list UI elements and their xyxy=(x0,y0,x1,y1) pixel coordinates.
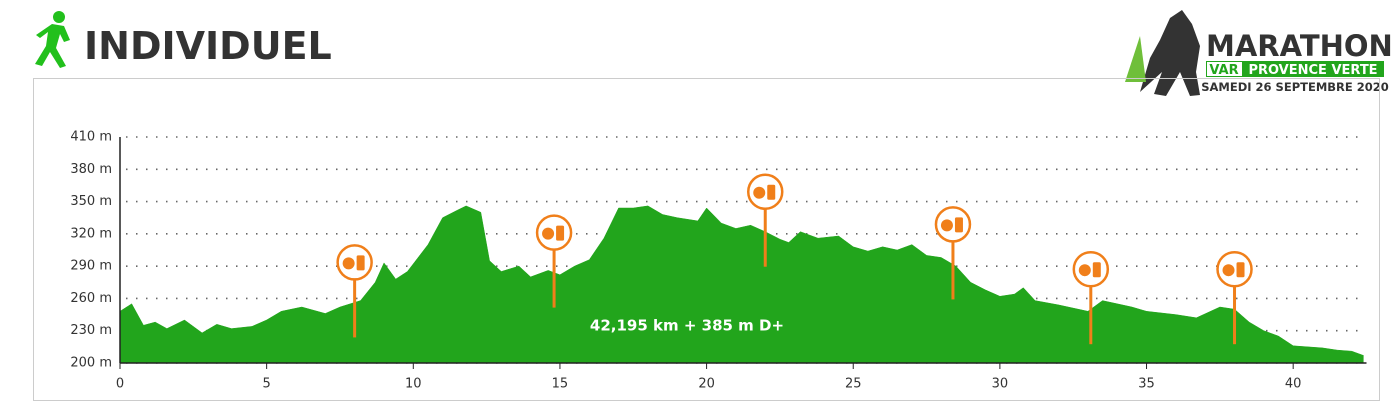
aid-station xyxy=(746,173,784,267)
x-tick-label: 10 xyxy=(405,377,422,392)
aid-station-badge xyxy=(934,206,972,243)
y-tick-label: 200 m xyxy=(70,356,112,371)
elevation-area xyxy=(120,205,1364,363)
x-tick-label: 15 xyxy=(552,377,569,392)
aid-station-badge xyxy=(336,244,373,281)
x-tick-label: 35 xyxy=(1138,377,1155,392)
aid-station-badge xyxy=(1072,250,1110,288)
drink-icon xyxy=(1092,262,1101,278)
aid-station-badge xyxy=(1216,250,1253,288)
logo-var-box xyxy=(1207,62,1242,76)
logo-region: VAR xyxy=(1209,63,1238,78)
drink-icon xyxy=(767,184,776,200)
logo-name: MARATHON xyxy=(1206,29,1393,63)
x-tick-label: 30 xyxy=(992,377,1009,392)
logo-trees xyxy=(1125,36,1146,82)
aid-station xyxy=(1216,250,1253,345)
logo-band xyxy=(1206,61,1384,77)
x-tick-label: 25 xyxy=(845,377,862,392)
y-tick-label: 230 m xyxy=(70,323,112,338)
plot: 200 m 230 m 260 m 290 m 320 m 350 m 380 m 410 m… xyxy=(70,130,1367,392)
aid-station xyxy=(535,214,573,308)
runner-icon xyxy=(35,11,70,68)
aid-station-badge xyxy=(746,173,784,210)
annotation: 42,195 km + 385 m D+ xyxy=(590,317,784,335)
page-title: INDIVIDUEL xyxy=(84,24,332,68)
apple-icon xyxy=(753,186,766,199)
apple-icon xyxy=(1222,264,1235,277)
x-tick-label: 20 xyxy=(698,377,715,392)
y-tick-label: 260 m xyxy=(70,291,112,306)
drink-icon xyxy=(356,255,365,271)
chart-frame xyxy=(33,78,1380,401)
y-tick-label: 380 m xyxy=(70,162,112,177)
y-tick-label: 290 m xyxy=(70,259,112,274)
logo: MARATHON VAR PROVENCE VERTE SAMEDI 26 SE… xyxy=(1125,10,1393,96)
x-tick-label: 0 xyxy=(116,377,124,392)
logo-runners xyxy=(1140,10,1200,96)
apple-icon xyxy=(542,227,555,240)
y-tick-label: 320 m xyxy=(70,226,112,241)
logo-date: SAMEDI 26 SEPTEMBRE 2020 xyxy=(1201,80,1389,94)
aid-station xyxy=(336,244,373,338)
aid-station-badge xyxy=(535,214,573,251)
apple-icon xyxy=(342,257,355,270)
drink-icon xyxy=(954,217,963,233)
y-tick-label: 350 m xyxy=(70,194,112,209)
logo-subtitle: PROVENCE VERTE xyxy=(1248,63,1377,78)
aid-station xyxy=(1072,250,1110,345)
x-tick-label: 5 xyxy=(263,377,271,392)
y-tick-label: 410 m xyxy=(70,130,112,145)
apple-icon xyxy=(1078,264,1091,277)
x-tick-label: 40 xyxy=(1285,377,1302,392)
aid-station xyxy=(934,206,972,300)
apple-icon xyxy=(940,219,953,232)
drink-icon xyxy=(556,225,565,241)
drink-icon xyxy=(1236,262,1245,278)
